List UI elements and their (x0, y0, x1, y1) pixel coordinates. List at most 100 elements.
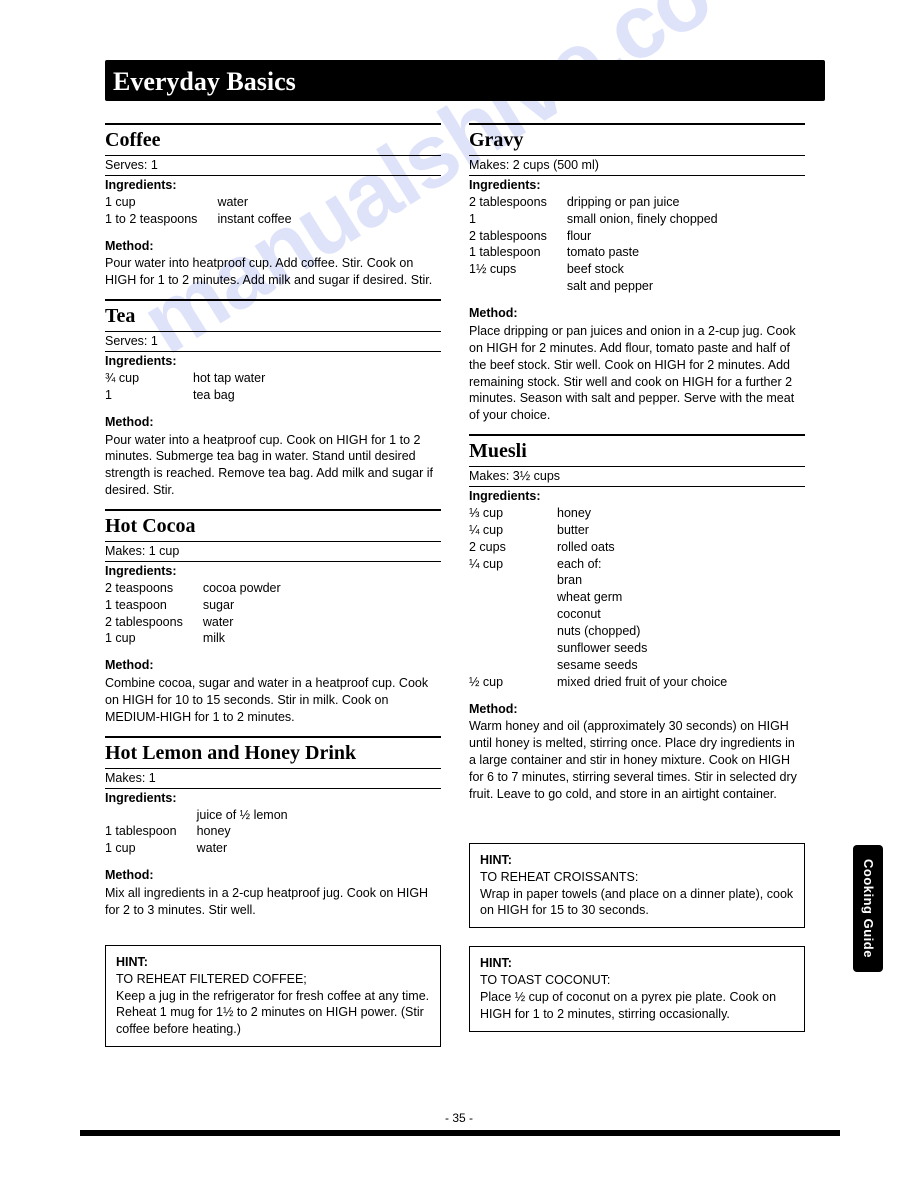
method-text: Warm honey and oil (approximately 30 sec… (469, 718, 805, 802)
method-label: Method: (105, 657, 441, 674)
ingredients-label: Ingredients: (105, 177, 441, 194)
ing-qty: 2 teaspoons (105, 580, 203, 597)
hint-label: HINT: (480, 852, 794, 869)
ing-item: water (203, 614, 281, 631)
method-label: Method: (105, 414, 441, 431)
ing-item: beef stock (567, 261, 718, 278)
recipe-hotcocoa: Hot Cocoa Makes: 1 cup Ingredients: 2 te… (105, 509, 441, 726)
ing-item: tomato paste (567, 244, 718, 261)
recipe-title: Gravy (469, 123, 805, 156)
ingredients-table: 2 teaspoonscocoa powder 1 teaspoonsugar … (105, 580, 281, 648)
serves-line: Makes: 3½ cups (469, 467, 805, 487)
recipe-muesli: Muesli Makes: 3½ cups Ingredients: ⅓ cup… (469, 434, 805, 803)
ingredients-table: ¾ cuphot tap water 1tea bag (105, 370, 265, 404)
recipe-hotlemon: Hot Lemon and Honey Drink Makes: 1 Ingre… (105, 736, 441, 919)
ingredients-label: Ingredients: (105, 353, 441, 370)
recipe-tea: Tea Serves: 1 Ingredients: ¾ cuphot tap … (105, 299, 441, 499)
hint-coffee: HINT: TO REHEAT FILTERED COFFEE; Keep a … (105, 945, 441, 1047)
hint-label: HINT: (480, 955, 794, 972)
chapter-banner: Everyday Basics (105, 60, 825, 101)
ingredients-label: Ingredients: (105, 563, 441, 580)
right-column: Gravy Makes: 2 cups (500 ml) Ingredients… (469, 113, 805, 1047)
ing-item: each of: (557, 556, 727, 573)
hint-title: TO REHEAT CROISSANTS: (480, 869, 794, 886)
ing-item: flour (567, 228, 718, 245)
ing-qty (105, 807, 197, 824)
page-number: - 35 - (0, 1110, 918, 1126)
method-label: Method: (105, 238, 441, 255)
ing-qty (469, 589, 557, 606)
ing-qty: 1 to 2 teaspoons (105, 211, 217, 228)
method-label: Method: (469, 305, 805, 322)
footer-rule (80, 1130, 840, 1136)
ing-qty (469, 278, 567, 295)
ing-qty: ¾ cup (105, 370, 193, 387)
hint-croissants: HINT: TO REHEAT CROISSANTS: Wrap in pape… (469, 843, 805, 929)
ing-qty: 1 cup (105, 630, 203, 647)
ing-item: sesame seeds (557, 657, 727, 674)
ing-item: butter (557, 522, 727, 539)
ing-item: milk (203, 630, 281, 647)
ing-item: sugar (203, 597, 281, 614)
hint-text: Wrap in paper towels (and place on a din… (480, 886, 794, 920)
ing-qty: 2 tablespoons (105, 614, 203, 631)
hint-label: HINT: (116, 954, 430, 971)
ingredients-table: 1 cupwater 1 to 2 teaspoonsinstant coffe… (105, 194, 292, 228)
ing-qty: 1 (469, 211, 567, 228)
ing-qty: 2 cups (469, 539, 557, 556)
recipe-title: Hot Cocoa (105, 509, 441, 542)
ing-qty: 1½ cups (469, 261, 567, 278)
ing-qty (469, 623, 557, 640)
ingredients-label: Ingredients: (469, 177, 805, 194)
serves-line: Serves: 1 (105, 332, 441, 352)
ing-qty: ½ cup (469, 674, 557, 691)
ing-qty: 1 teaspoon (105, 597, 203, 614)
ing-item: instant coffee (217, 211, 291, 228)
ing-item: honey (557, 505, 727, 522)
serves-line: Makes: 1 cup (105, 542, 441, 562)
ing-qty (469, 657, 557, 674)
method-text: Pour water into heatproof cup. Add coffe… (105, 255, 441, 289)
ing-item: cocoa powder (203, 580, 281, 597)
ingredients-table: juice of ½ lemon 1 tablespoonhoney 1 cup… (105, 807, 288, 858)
ingredients-table: 2 tablespoonsdripping or pan juice 1smal… (469, 194, 718, 295)
serves-line: Serves: 1 (105, 156, 441, 176)
hint-text: Place ½ cup of coconut on a pyrex pie pl… (480, 989, 794, 1023)
ingredients-label: Ingredients: (469, 488, 805, 505)
recipe-title: Tea (105, 299, 441, 332)
columns-wrap: Coffee Serves: 1 Ingredients: 1 cupwater… (105, 113, 805, 1047)
ing-item: wheat germ (557, 589, 727, 606)
ing-item: rolled oats (557, 539, 727, 556)
method-text: Place dripping or pan juices and onion i… (469, 323, 805, 424)
page-content: Everyday Basics Coffee Serves: 1 Ingredi… (105, 60, 805, 1047)
ing-qty: 1 tablespoon (469, 244, 567, 261)
recipe-title: Muesli (469, 434, 805, 467)
ing-item: nuts (chopped) (557, 623, 727, 640)
ing-qty (469, 572, 557, 589)
ing-item: bran (557, 572, 727, 589)
recipe-title: Hot Lemon and Honey Drink (105, 736, 441, 769)
method-text: Combine cocoa, sugar and water in a heat… (105, 675, 441, 726)
ing-item: honey (197, 823, 288, 840)
ing-qty: 2 tablespoons (469, 194, 567, 211)
ing-item: hot tap water (193, 370, 265, 387)
ing-qty: 1 tablespoon (105, 823, 197, 840)
ing-item: sunflower seeds (557, 640, 727, 657)
ing-item: salt and pepper (567, 278, 718, 295)
ing-qty: ¼ cup (469, 522, 557, 539)
ing-item: juice of ½ lemon (197, 807, 288, 824)
ing-qty: 1 (105, 387, 193, 404)
ing-item: coconut (557, 606, 727, 623)
hint-title: TO TOAST COCONUT: (480, 972, 794, 989)
ing-qty: 1 cup (105, 194, 217, 211)
hint-text: Keep a jug in the refrigerator for fresh… (116, 988, 430, 1039)
recipe-gravy: Gravy Makes: 2 cups (500 ml) Ingredients… (469, 123, 805, 424)
method-label: Method: (469, 701, 805, 718)
ing-item: small onion, finely chopped (567, 211, 718, 228)
ing-item: dripping or pan juice (567, 194, 718, 211)
ing-item: mixed dried fruit of your choice (557, 674, 727, 691)
ing-qty: 2 tablespoons (469, 228, 567, 245)
ing-qty: 1 cup (105, 840, 197, 857)
ingredients-table: ⅓ cuphoney ¼ cupbutter 2 cupsrolled oats… (469, 505, 727, 691)
ing-qty: ¼ cup (469, 556, 557, 573)
